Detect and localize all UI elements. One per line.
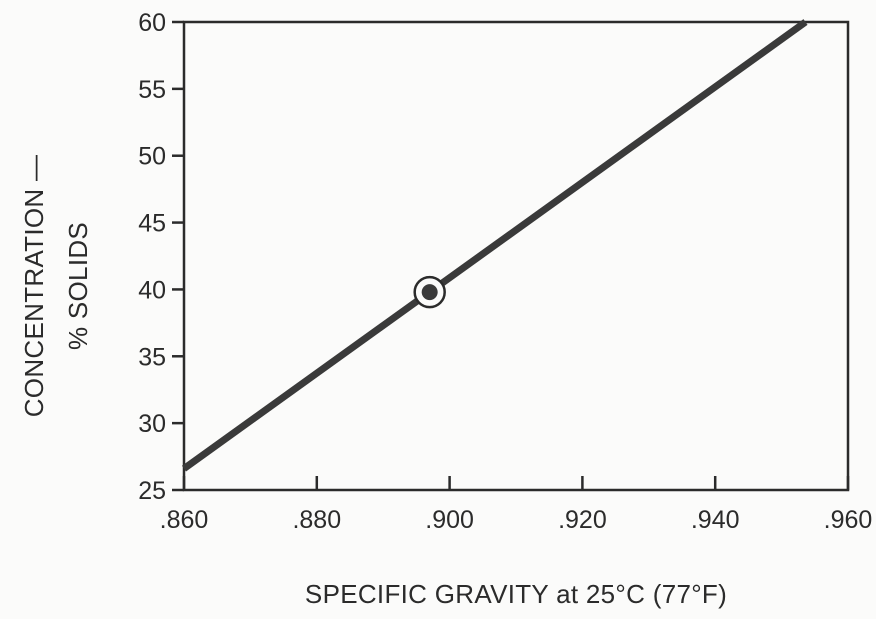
x-axis-ticks: .860 .880 .900 .920 .940 .960 bbox=[160, 476, 873, 534]
x-tick-label: .940 bbox=[691, 506, 740, 534]
y-tick-label: 40 bbox=[138, 276, 166, 304]
series-layer bbox=[181, 19, 808, 472]
y-axis-ticks: 25 30 35 40 45 50 55 60 bbox=[138, 9, 184, 505]
y-tick-label: 45 bbox=[138, 210, 166, 238]
y-axis-title-line2: % SOLIDS bbox=[63, 222, 93, 350]
y-tick-label: 35 bbox=[138, 343, 166, 371]
y-axis-title-line1: CONCENTRATION — bbox=[19, 155, 49, 418]
y-tick-label: 30 bbox=[138, 410, 166, 438]
x-tick-label: .900 bbox=[425, 506, 474, 534]
plot-frame bbox=[182, 20, 850, 492]
x-tick-label: .920 bbox=[558, 506, 607, 534]
highlight-point-dot bbox=[421, 284, 438, 301]
x-tick-label: .860 bbox=[160, 506, 209, 534]
series-line bbox=[181, 19, 808, 472]
y-tick-label: 50 bbox=[138, 143, 166, 171]
y-tick-label: 25 bbox=[138, 477, 166, 505]
x-tick-label: .960 bbox=[824, 506, 873, 534]
x-axis-title: SPECIFIC GRAVITY at 25°C (77°F) bbox=[305, 579, 727, 609]
y-tick-label: 55 bbox=[138, 76, 166, 104]
y-tick-label: 60 bbox=[138, 9, 166, 37]
x-tick-label: .880 bbox=[292, 506, 341, 534]
